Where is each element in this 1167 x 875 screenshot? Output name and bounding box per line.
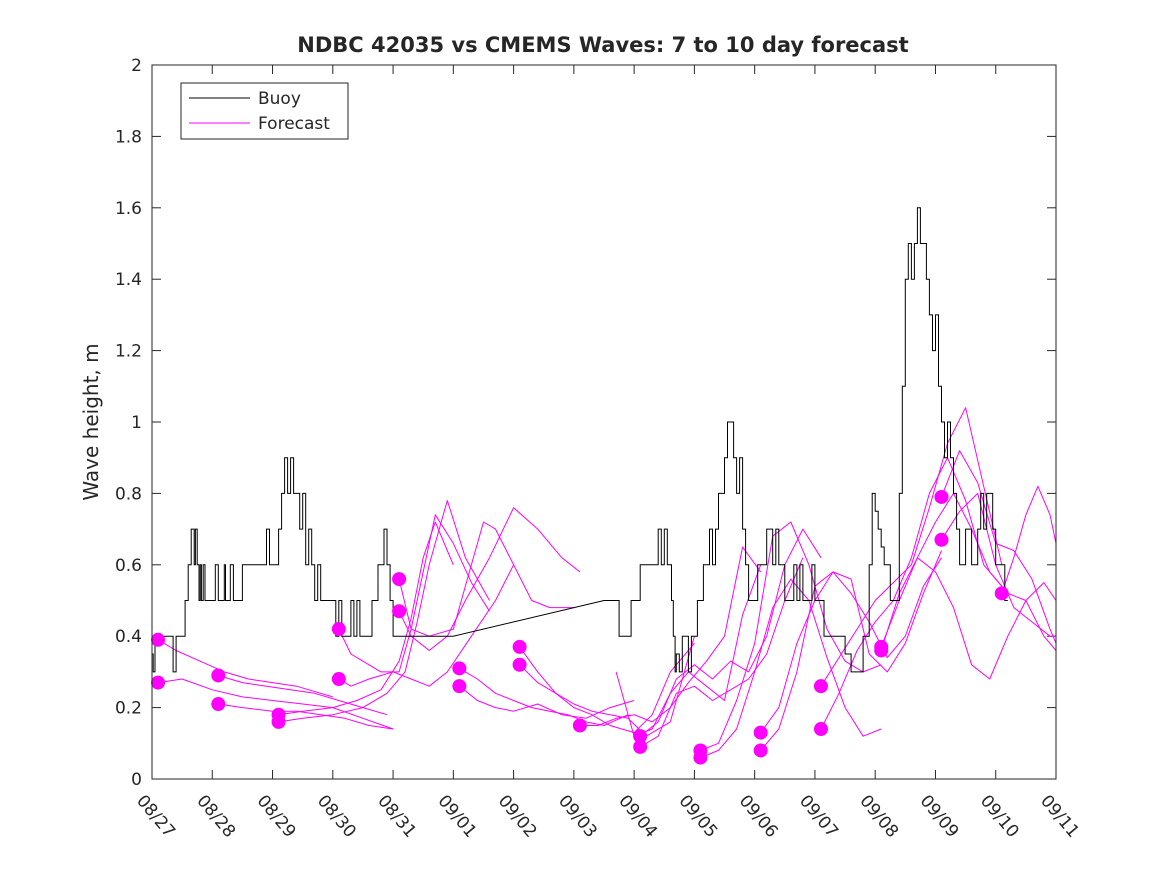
forecast-start-marker — [211, 668, 226, 683]
forecast-start-marker — [753, 743, 768, 758]
forecast-start-marker — [512, 639, 527, 654]
forecast-line-20 — [760, 557, 942, 733]
forecast-line-21 — [760, 550, 942, 751]
plot-frame — [151, 64, 1057, 780]
forecast-start-marker — [934, 532, 949, 547]
y-tick-label: 0.2 — [115, 699, 142, 719]
legend-box — [180, 82, 349, 140]
forecast-line-17 — [639, 557, 804, 748]
forecast-start-marker — [994, 586, 1009, 601]
forecast-start-marker — [934, 489, 949, 504]
y-tick-label: 1.8 — [115, 127, 142, 147]
forecast-start-marker — [633, 739, 648, 754]
forecast-line-2 — [218, 675, 388, 716]
legend-forecast-label: Forecast — [258, 114, 330, 134]
forecast-line-5 — [278, 500, 490, 723]
y-tick-label: 1 — [131, 413, 142, 433]
forecast-start-marker — [271, 714, 286, 729]
forecast-start-marker — [633, 729, 648, 744]
forecast-line-25 — [880, 557, 1057, 680]
forecast-line-0 — [157, 639, 333, 698]
legend-buoy-label: Buoy — [258, 89, 301, 109]
forecast-line-16 — [639, 528, 822, 737]
forecast-start-marker — [512, 657, 527, 672]
forecast-start-marker — [151, 675, 166, 690]
forecast-start-marker — [211, 697, 226, 712]
legend: Buoy Forecast — [180, 82, 349, 140]
buoy-line — [152, 207, 1008, 673]
forecast-line-3 — [218, 703, 394, 730]
forecast-start-marker — [452, 679, 467, 694]
forecast-line-8 — [398, 521, 574, 637]
forecast-start-marker — [753, 725, 768, 740]
y-axis-label: Wave height, m — [79, 343, 103, 500]
forecast-start-marker — [392, 604, 407, 619]
y-tick-label: 1.4 — [115, 270, 142, 290]
y-tick-label: 1.2 — [115, 342, 142, 362]
forecast-start-marker — [693, 750, 708, 765]
forecast-line-12 — [519, 636, 695, 737]
forecast-line-13 — [519, 642, 695, 734]
plot-area — [152, 65, 1056, 779]
y-tick-label: 0.6 — [115, 556, 142, 576]
forecast-line-9 — [398, 507, 581, 651]
forecast-start-marker — [813, 722, 828, 737]
forecast-start-marker — [452, 661, 467, 676]
y-tick-label: 2 — [131, 56, 142, 76]
forecast-start-marker — [813, 679, 828, 694]
forecast-start-marker — [392, 572, 407, 587]
plot-lines — [152, 207, 1057, 759]
forecast-line-1 — [157, 678, 394, 730]
y-axis-ticks: 0 0.2 0.4 0.6 0.8 1 1.2 1.4 1.6 1.8 2 — [115, 56, 1056, 790]
forecast-line-19 — [700, 578, 882, 759]
y-tick-label: 0.4 — [115, 627, 142, 647]
y-tick-label: 0 — [131, 770, 142, 790]
forecast-start-marker — [572, 718, 587, 733]
y-tick-label: 1.6 — [115, 199, 142, 219]
forecast-line-26 — [941, 450, 1057, 644]
forecast-line-28 — [1001, 485, 1057, 594]
forecast-start-marker — [151, 632, 166, 647]
forecast-line-11 — [459, 685, 635, 719]
forecast-start-markers — [151, 489, 1009, 765]
forecast-line-10 — [459, 667, 629, 726]
forecast-start-marker — [874, 643, 889, 658]
forecast-line-22 — [820, 407, 1003, 687]
forecast-start-marker — [331, 622, 346, 637]
forecast-start-marker — [331, 672, 346, 687]
y-tick-label: 0.8 — [115, 484, 142, 504]
forecast-line-7 — [338, 564, 515, 687]
forecast-line-4 — [278, 521, 454, 716]
chart-title: NDBC 42035 vs CMEMS Waves: 7 to 10 day f… — [297, 33, 908, 57]
